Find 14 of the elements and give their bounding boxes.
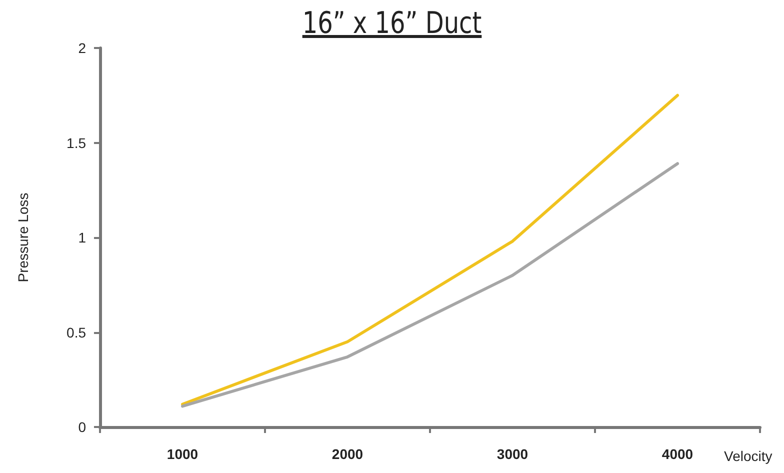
chart-title: 16” x 16” Duct: [301, 6, 483, 41]
y-axis-title: Pressure Loss: [15, 192, 31, 282]
x-tick-label: 1000: [166, 446, 198, 462]
y-tick-label: 1.5: [66, 134, 86, 151]
y-tick-label: 0: [78, 419, 86, 435]
y-tick-label: 1: [78, 230, 86, 246]
line-series: [181, 94, 679, 406]
line-series: [181, 162, 679, 408]
y-tick-label: 0.5: [66, 324, 86, 340]
y-tick-label: 2: [78, 40, 86, 56]
x-tick-label: 3000: [496, 446, 528, 462]
x-axis-title: Velocity: [724, 448, 772, 464]
x-tick-label: 2000: [332, 446, 364, 462]
x-tick-label: 4000: [662, 446, 694, 462]
